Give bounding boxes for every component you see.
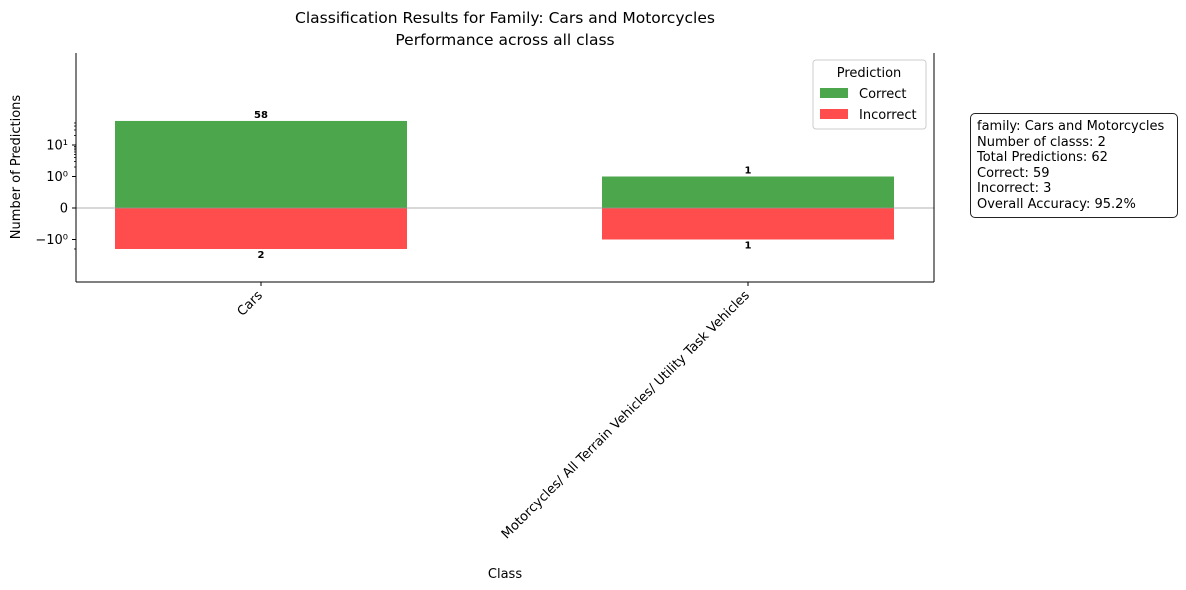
data-label-correct-1: 1 [745,166,752,177]
bar-correct-0 [115,120,407,208]
stats-total: Total Predictions: 62 [977,150,1108,165]
legend-label-incorrect: Incorrect [859,108,917,123]
y-tick-label: 0 [60,202,68,217]
legend: Prediction Correct Incorrect [812,59,927,130]
chart-title: Classification Results for Family: Cars … [295,9,715,27]
y-tick-label: 10¹ [46,139,68,154]
legend-swatch-correct [820,88,848,98]
bar-incorrect-0 [115,208,407,249]
legend-swatch-incorrect [820,109,848,119]
stats-correct: Correct: 59 [977,165,1050,181]
x-axis-label: Class [488,567,522,582]
legend-label-correct: Correct [859,87,906,102]
legend-title: Prediction [837,66,902,81]
bar-correct-1 [602,176,894,208]
stats-accuracy: Overall Accuracy: 95.2% [977,196,1136,212]
stats-incorrect: Incorrect: 3 [977,181,1052,196]
data-label-incorrect-1: 1 [745,241,752,252]
y-axis-label: Number of Predictions [9,95,24,240]
bar-incorrect-1 [602,208,894,240]
stats-family: family: Cars and Motorcycles [977,119,1165,134]
chart-subtitle: Performance across all class [395,31,614,49]
data-label-incorrect-0: 2 [258,250,265,261]
x-tick-label-0: Cars [235,288,266,319]
x-tick-label-1: Motorcycles/ All Terrain Vehicles/ Utili… [499,288,753,542]
y-tick-label: 10⁰ [46,170,68,185]
data-label-correct-0: 58 [254,110,268,121]
y-tick-label: −10⁰ [35,233,68,248]
stats-box: family: Cars and Motorcycles Number of c… [970,113,1178,218]
stats-num-classes: Number of classs: 2 [977,134,1106,150]
